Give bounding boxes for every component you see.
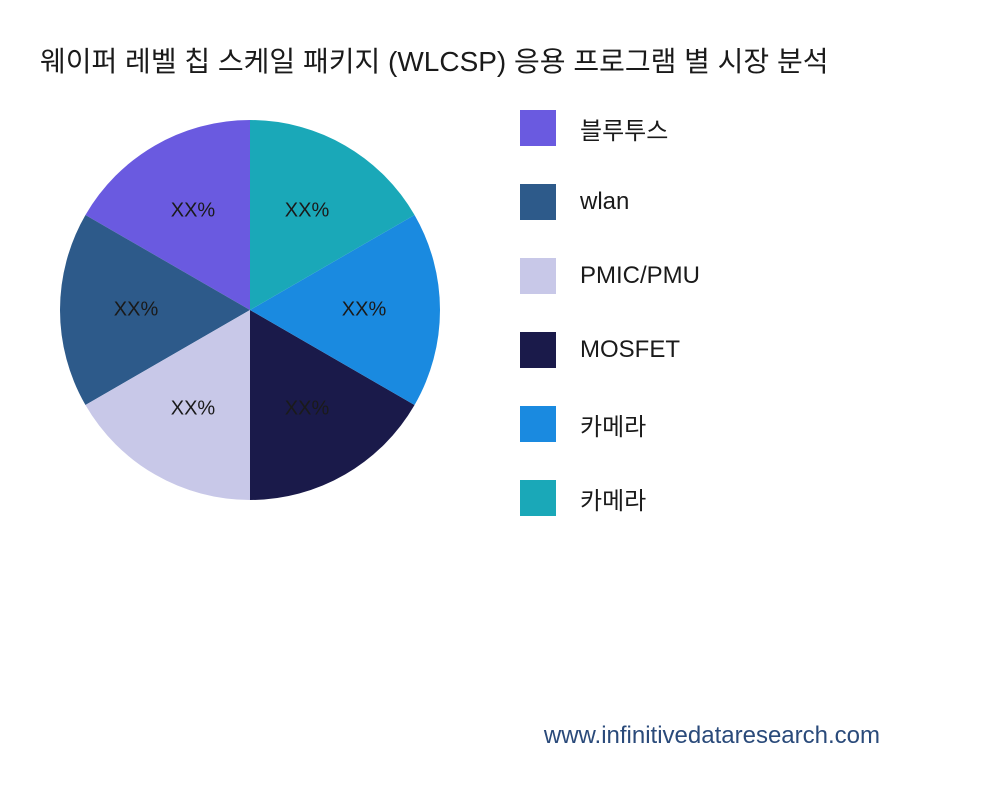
- legend-item: 카메라: [520, 406, 700, 442]
- footer-url: www.infinitivedataresearch.com: [544, 722, 880, 750]
- legend-label: 카메라: [580, 407, 646, 442]
- legend-item: wlan: [520, 184, 700, 220]
- legend-label: MOSFET: [580, 336, 680, 364]
- legend-item: 블루투스: [520, 110, 700, 146]
- legend-swatch: [520, 258, 556, 294]
- legend-swatch: [520, 480, 556, 516]
- legend-item: PMIC/PMU: [520, 258, 700, 294]
- pie-chart: XX%XX%XX%XX%XX%XX%: [40, 100, 460, 520]
- legend: 블루투스wlanPMIC/PMUMOSFET카메라카메라: [460, 100, 700, 554]
- legend-label: 카메라: [580, 481, 646, 516]
- chart-area: XX%XX%XX%XX%XX%XX% 블루투스 wlan PMIC/PMU MOSFE…: [0, 100, 1000, 554]
- legend-item: MOSFET: [520, 332, 700, 368]
- chart-title: 웨이퍼 레벨 칩 스케일 패키지 (WLCSP) 응용 프로그램 별 시장 분석: [0, 0, 1000, 100]
- legend-swatch: [520, 406, 556, 442]
- legend-item: 카메라: [520, 480, 700, 516]
- legend-label: wlan: [580, 188, 629, 216]
- legend-swatch: [520, 110, 556, 146]
- legend-label: 블루투스: [580, 111, 668, 146]
- legend-swatch: [520, 332, 556, 368]
- legend-swatch: [520, 184, 556, 220]
- pie-svg: [40, 100, 460, 520]
- legend-label: PMIC/PMU: [580, 262, 700, 290]
